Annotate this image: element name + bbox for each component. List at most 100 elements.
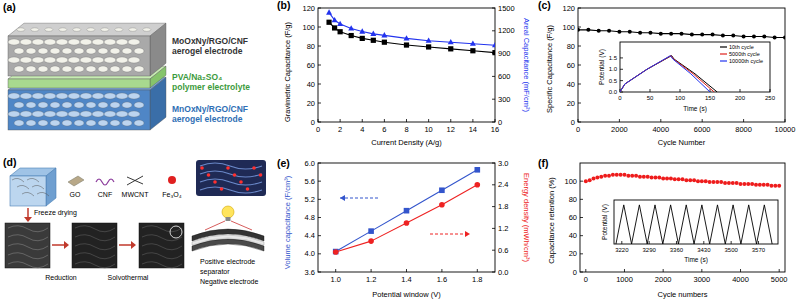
aerogel: [5, 223, 50, 268]
texture: [75, 244, 115, 250]
marker: [603, 174, 607, 178]
y-tick: [318, 181, 321, 182]
marker: [630, 174, 634, 178]
marker: [731, 181, 735, 185]
marker: [586, 28, 590, 32]
marker: [595, 176, 599, 180]
cube-front: [10, 176, 46, 206]
y-tick-label: 60: [307, 61, 315, 70]
series-line: [620, 56, 717, 92]
x-tick: [619, 119, 620, 122]
slab-front: [8, 79, 150, 88]
pore: [50, 48, 60, 54]
x-tick: [650, 89, 651, 92]
pore: [8, 93, 20, 99]
pore: [32, 93, 44, 99]
x-tick: [450, 119, 451, 122]
layer-label: aerogel electrode: [172, 46, 243, 56]
series-line: [336, 170, 478, 252]
chart-1: 0200040006000800010000020406080100120Cyc…: [538, 0, 795, 147]
x-tick-label: 4000: [652, 125, 669, 134]
x-tick: [384, 119, 385, 122]
pore: [86, 66, 96, 72]
pore: [44, 57, 56, 63]
texture: [142, 226, 182, 232]
pore: [26, 120, 36, 126]
marker: [692, 178, 696, 182]
plot-area: [578, 28, 785, 40]
x-tick: [770, 89, 771, 92]
arrow-line: [119, 244, 132, 246]
marker: [584, 179, 588, 183]
pore: [80, 93, 92, 99]
marker: [607, 29, 611, 33]
y2-axis-label: Areal Capacitance (mF/cm²): [522, 18, 531, 112]
y2-tick: [492, 76, 495, 77]
plot-frame: [614, 200, 778, 244]
x-tick: [477, 269, 478, 272]
pore: [98, 48, 108, 54]
figure: 0246810121416020406080100120030060090012…: [0, 0, 800, 305]
y-tick-label: 4.4: [305, 231, 315, 240]
series-line: [329, 13, 495, 46]
y2-tick: [492, 163, 495, 164]
slab-top: [8, 23, 166, 36]
pore: [98, 120, 108, 126]
marker: [739, 182, 743, 186]
y2-tick-label: 3.0: [498, 159, 508, 168]
x-tick: [472, 119, 473, 122]
x-tick-label: 3500: [724, 247, 738, 253]
marker: [762, 183, 766, 187]
texture: [75, 253, 115, 259]
marker: [634, 174, 638, 178]
y-tick-label: 1.0: [609, 66, 618, 72]
pore: [134, 48, 144, 54]
fiber: [37, 192, 49, 196]
marker: [752, 35, 756, 39]
marker: [332, 17, 338, 22]
fiber: [32, 185, 44, 189]
pore: [56, 93, 68, 99]
panel-label: (a): [3, 1, 16, 13]
pore: [80, 57, 92, 63]
material-label: CNF: [98, 191, 112, 198]
y-tick: [578, 84, 581, 85]
marker: [368, 228, 374, 234]
arrow-line: [430, 234, 470, 235]
pore: [80, 111, 92, 117]
legend-label: 5000th cycle: [729, 51, 760, 57]
marker: [382, 40, 387, 45]
pore: [44, 93, 56, 99]
marker: [731, 34, 735, 38]
particle: [246, 187, 250, 191]
marker: [783, 35, 785, 39]
x-tick-label: 3570: [752, 247, 766, 253]
pore: [110, 48, 120, 54]
plot-frame: [318, 8, 495, 122]
pore: [20, 93, 32, 99]
pore: [45, 28, 53, 32]
arrow-line: [52, 244, 65, 246]
y2-tick: [492, 30, 495, 31]
pore: [20, 39, 32, 45]
y2-tick: [492, 272, 495, 273]
pore: [50, 102, 60, 108]
pore: [86, 102, 96, 108]
legend-swatch: [720, 53, 727, 54]
pore: [92, 93, 104, 99]
cube-side: [46, 168, 56, 206]
marker: [750, 182, 754, 186]
y2-tick-label: 1.2: [498, 224, 508, 233]
marker: [626, 174, 630, 178]
layer-label: MnOxNy/RGO/CNF: [172, 104, 248, 114]
marker: [648, 31, 652, 35]
pore: [59, 28, 67, 32]
pore: [68, 39, 80, 45]
texture: [8, 244, 48, 250]
x-tick-label: 200: [735, 95, 746, 101]
pore: [62, 66, 72, 72]
marker: [349, 33, 354, 38]
marker: [758, 183, 762, 187]
x-tick: [779, 269, 780, 272]
series-line: [620, 56, 710, 92]
